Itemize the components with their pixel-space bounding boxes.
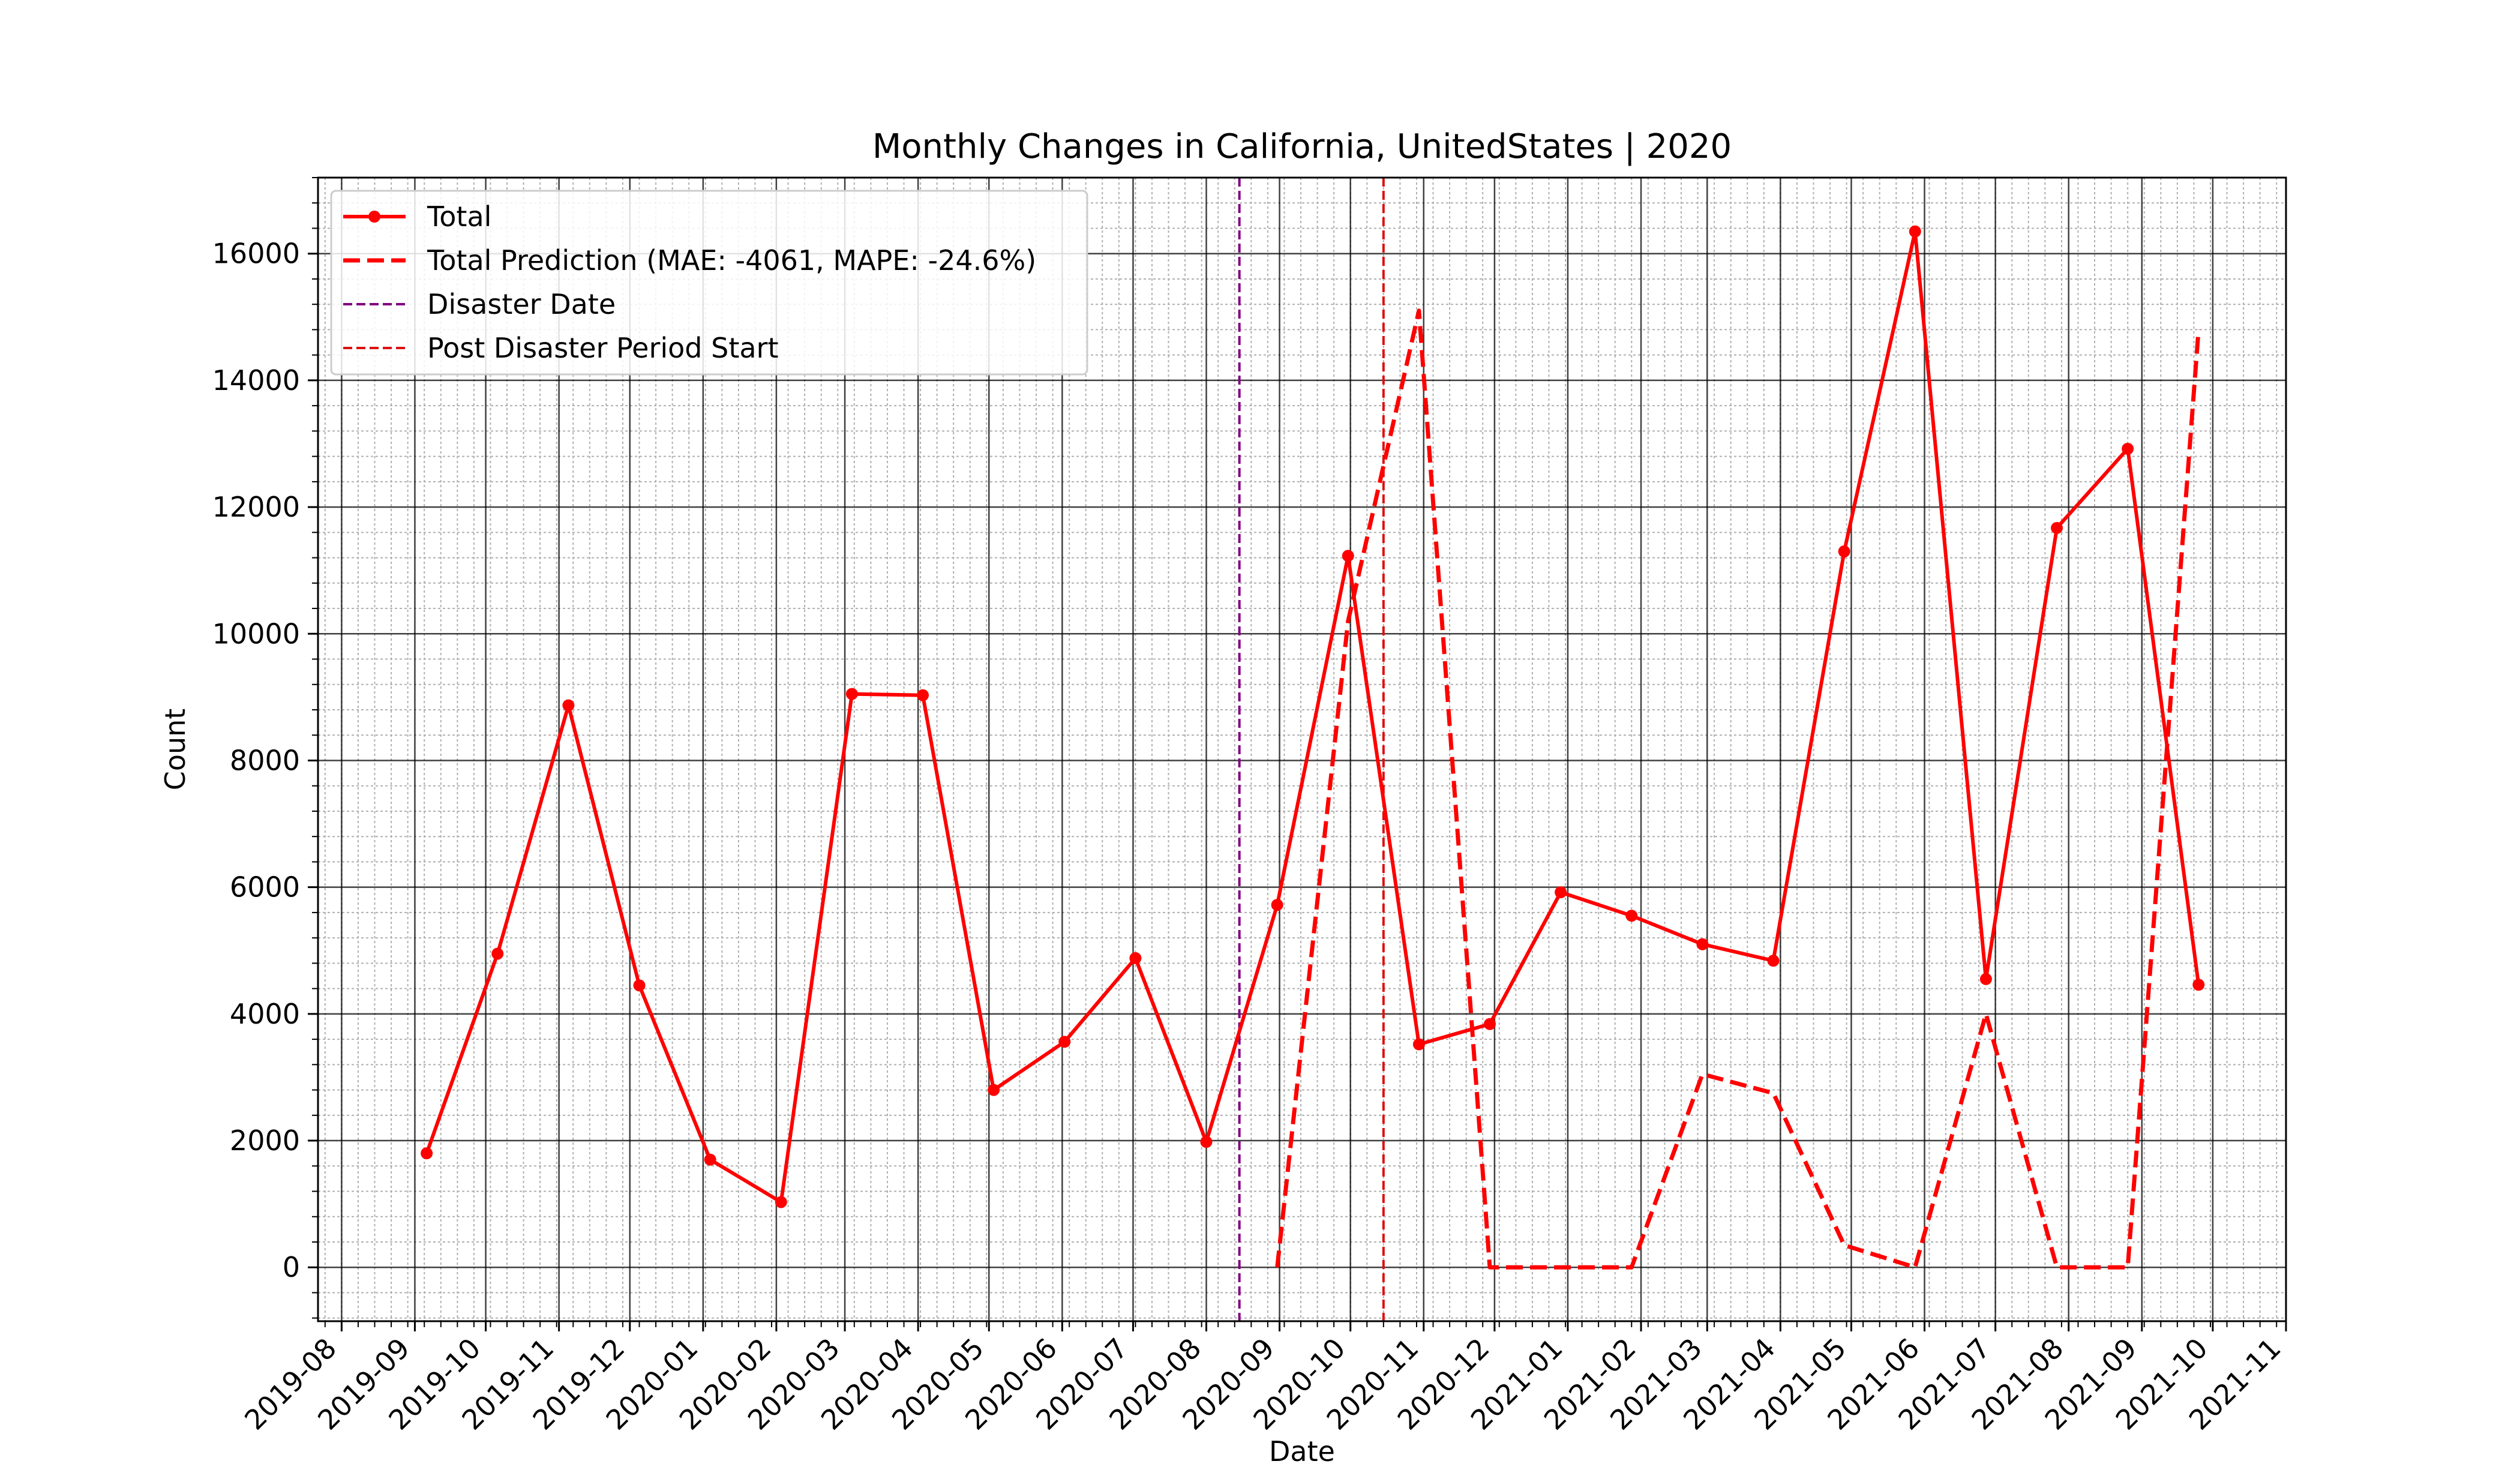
- total-point: [1484, 1018, 1496, 1030]
- total-point: [633, 979, 646, 992]
- event-lines: [1238, 178, 1385, 1321]
- total-point: [2122, 442, 2134, 455]
- total-point: [1625, 910, 1638, 922]
- legend-label: Total: [427, 200, 491, 233]
- total-line: [425, 229, 2201, 1204]
- total-point: [988, 1084, 1000, 1096]
- y-tick-label: 10000: [212, 617, 300, 650]
- total-point: [704, 1153, 716, 1166]
- series-layer: [421, 225, 2205, 1270]
- y-tick-label: 2000: [230, 1124, 300, 1157]
- total-point: [2051, 521, 2063, 534]
- legend-label: Total Prediction (MAE: -4061, MAPE: -24.…: [427, 244, 1036, 277]
- total-point: [1200, 1136, 1213, 1148]
- total-point: [1767, 955, 1780, 967]
- total-point: [421, 1147, 433, 1160]
- x-axis-label: Date: [1269, 1435, 1335, 1468]
- y-tick-label: 6000: [230, 871, 300, 904]
- chart-title: Monthly Changes in California, UnitedSta…: [872, 127, 1732, 166]
- y-tick-label: 14000: [212, 364, 300, 397]
- y-tick-label: 8000: [230, 744, 300, 776]
- legend-label: Disaster Date: [427, 288, 616, 320]
- total-point: [1342, 550, 1354, 562]
- total-point: [775, 1196, 787, 1208]
- plot-frame: [317, 176, 2287, 1322]
- total-point: [2192, 979, 2205, 991]
- legend-label: Post Disaster Period Start: [427, 332, 779, 364]
- total-point: [1271, 899, 1283, 911]
- total-point: [1412, 1038, 1425, 1051]
- y-axis-label: Count: [159, 709, 191, 791]
- y-tick-label: 12000: [212, 491, 300, 523]
- total-point: [562, 699, 575, 712]
- total-point: [1129, 952, 1142, 964]
- total-point: [491, 947, 504, 960]
- total-point: [1838, 545, 1850, 558]
- legend-box: [330, 190, 1088, 376]
- total-point: [845, 688, 858, 700]
- total-point: [1909, 225, 1921, 238]
- total-point: [1696, 938, 1709, 950]
- y-tick-label: 0: [283, 1251, 300, 1283]
- total-point: [1979, 973, 1992, 985]
- total-point: [1555, 886, 1567, 899]
- legend-marker-total: [368, 211, 380, 223]
- y-tick-label: 4000: [230, 998, 300, 1030]
- y-tick-label: 16000: [212, 238, 300, 270]
- prediction-line: [1275, 308, 2201, 1270]
- total-point: [917, 689, 929, 701]
- total-point: [1058, 1036, 1071, 1048]
- legend: Total Total Prediction (MAE: -4061, MAPE:…: [330, 190, 1088, 376]
